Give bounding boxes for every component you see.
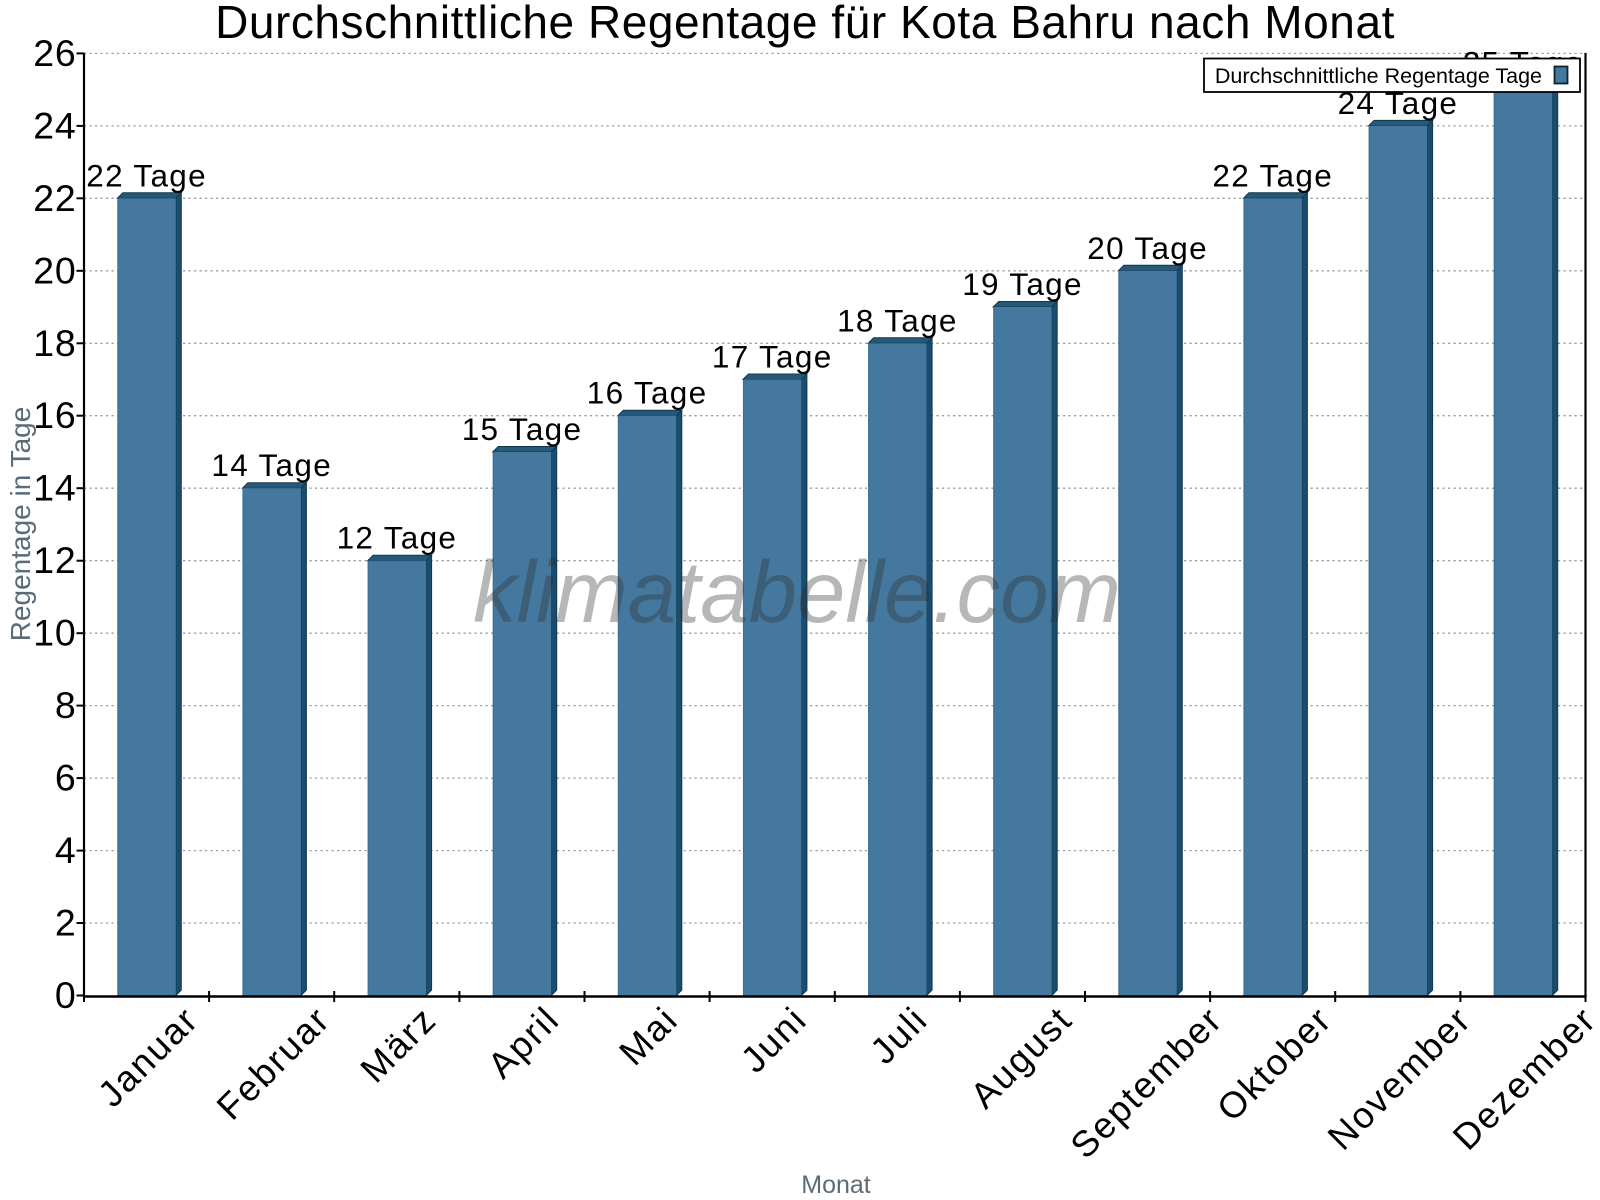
svg-text:8: 8 — [55, 684, 77, 726]
svg-text:16 Tage: 16 Tage — [587, 375, 708, 411]
svg-text:16: 16 — [33, 394, 76, 436]
svg-text:20 Tage: 20 Tage — [1087, 230, 1208, 266]
svg-text:24: 24 — [33, 104, 76, 146]
svg-text:19 Tage: 19 Tage — [962, 266, 1083, 302]
svg-text:0: 0 — [55, 974, 77, 1016]
svg-text:4: 4 — [55, 829, 77, 871]
svg-text:18: 18 — [33, 322, 76, 364]
svg-text:22: 22 — [33, 177, 76, 219]
svg-text:12 Tage: 12 Tage — [337, 520, 458, 556]
svg-text:17 Tage: 17 Tage — [712, 339, 833, 375]
svg-text:14: 14 — [33, 467, 76, 509]
svg-text:12: 12 — [33, 539, 76, 581]
svg-text:14 Tage: 14 Tage — [211, 447, 332, 483]
svg-text:20: 20 — [33, 249, 76, 291]
svg-text:26: 26 — [33, 32, 76, 74]
svg-text:klimatabelle.com: klimatabelle.com — [473, 544, 1121, 641]
svg-text:Durchschnittliche Regentage Ta: Durchschnittliche Regentage Tage — [1215, 64, 1542, 88]
svg-text:15 Tage: 15 Tage — [462, 411, 583, 447]
svg-text:22 Tage: 22 Tage — [86, 157, 207, 193]
svg-text:Regentage in Tage: Regentage in Tage — [5, 407, 36, 642]
svg-text:10: 10 — [33, 612, 76, 654]
svg-text:Durchschnittliche Regentage fü: Durchschnittliche Regentage für Kota Bah… — [215, 0, 1395, 48]
svg-text:Monat: Monat — [801, 1171, 871, 1199]
svg-text:2: 2 — [55, 902, 77, 944]
svg-text:18 Tage: 18 Tage — [837, 302, 958, 338]
svg-text:6: 6 — [55, 757, 77, 799]
svg-text:22 Tage: 22 Tage — [1212, 157, 1333, 193]
